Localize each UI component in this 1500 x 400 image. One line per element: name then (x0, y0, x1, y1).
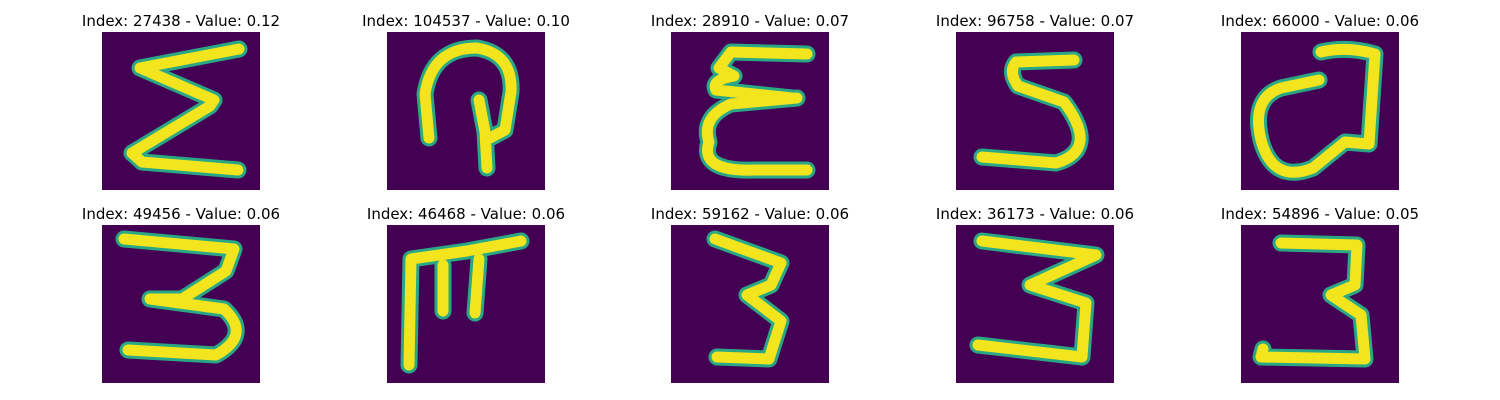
digit-image (102, 225, 260, 383)
digit-image (671, 225, 829, 383)
panel-title: Index: 104537 - Value: 0.10 (362, 12, 570, 30)
panel-title: Index: 96758 - Value: 0.07 (935, 12, 1135, 30)
digit-image (671, 32, 829, 190)
panel-title: Index: 49456 - Value: 0.06 (81, 205, 281, 223)
grid-panel: Index: 96758 - Value: 0.07 (925, 10, 1145, 190)
grid-panel: Index: 36173 - Value: 0.06 (925, 203, 1145, 383)
glyph-stroke (403, 235, 527, 371)
digit-image (1241, 32, 1399, 190)
digit-image (387, 32, 545, 190)
image-background (387, 32, 545, 190)
panel-title: Index: 59162 - Value: 0.06 (650, 205, 850, 223)
panel-title: Index: 54896 - Value: 0.05 (1220, 205, 1420, 223)
grid-panel: Index: 27438 - Value: 0.12 (71, 10, 291, 190)
grid-panel: Index: 66000 - Value: 0.06 (1210, 10, 1430, 190)
grid-panel: Index: 104537 - Value: 0.10 (356, 10, 576, 190)
glyph-stroke (701, 92, 813, 176)
glyph-stroke (473, 94, 493, 174)
glyph-stroke (469, 253, 485, 319)
glyph-stroke (1255, 237, 1371, 365)
panel-title: Index: 27438 - Value: 0.12 (81, 12, 281, 30)
digit-image (956, 32, 1114, 190)
grid-panel: Index: 46468 - Value: 0.06 (356, 203, 576, 383)
glyph-stroke (709, 233, 787, 365)
glyph-stroke (709, 46, 813, 104)
grid-panel: Index: 54896 - Value: 0.05 (1210, 203, 1430, 383)
panel-title: Index: 36173 - Value: 0.06 (935, 205, 1135, 223)
digit-image (956, 225, 1114, 383)
digit-image (387, 225, 545, 383)
digit-image (102, 32, 260, 190)
digit-image (1241, 225, 1399, 383)
grid-panel: Index: 28910 - Value: 0.07 (640, 10, 860, 190)
glyph-stroke (419, 42, 517, 144)
glyph-stroke (976, 54, 1086, 169)
glyph-stroke (118, 233, 242, 361)
grid-panel: Index: 49456 - Value: 0.06 (71, 203, 291, 383)
glyph-stroke (1253, 43, 1381, 178)
glyph-stroke (126, 43, 245, 176)
panel-title: Index: 28910 - Value: 0.07 (650, 12, 850, 30)
panel-title: Index: 66000 - Value: 0.06 (1220, 12, 1420, 30)
grid-panel: Index: 59162 - Value: 0.06 (640, 203, 860, 383)
panel-title: Index: 46468 - Value: 0.06 (366, 205, 566, 223)
glyph-stroke (972, 235, 1102, 363)
